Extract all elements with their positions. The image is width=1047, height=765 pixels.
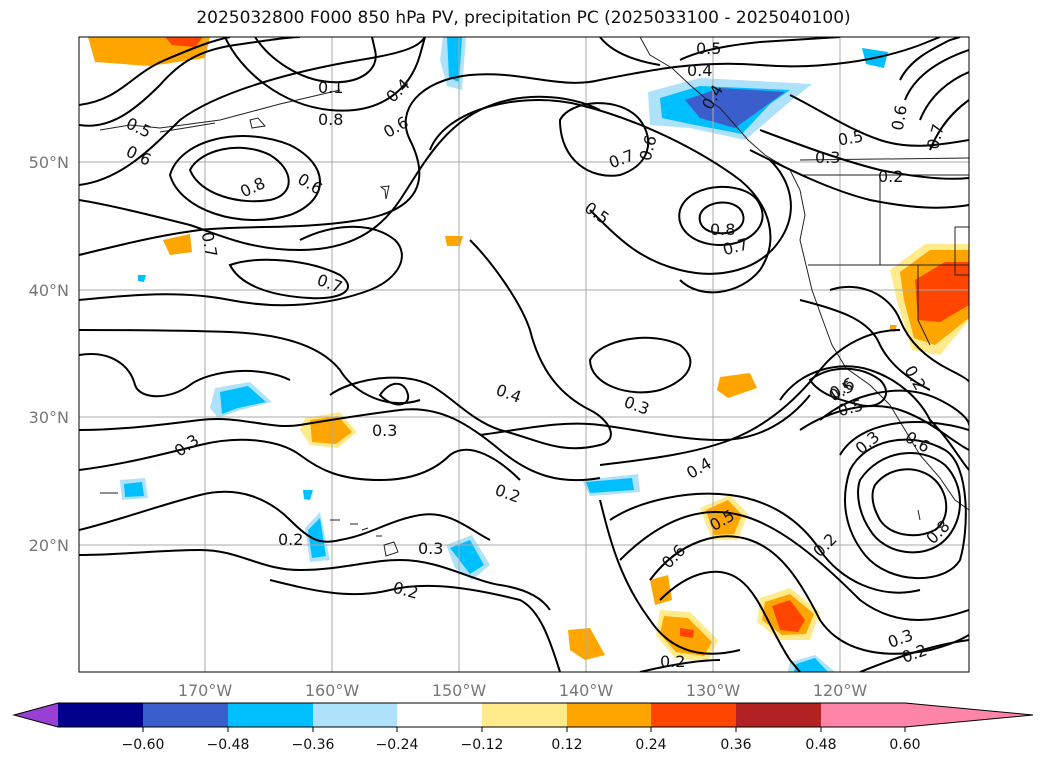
colorbar-segment xyxy=(482,703,567,727)
contour-label: 0.3 xyxy=(418,539,443,558)
contour-label: 0.8 xyxy=(710,220,735,239)
colorbar-segment xyxy=(313,703,397,727)
colorbar-tick: 0.60 xyxy=(889,737,920,753)
lon-label: 120°W xyxy=(813,681,868,700)
lon-label: 130°W xyxy=(686,681,741,700)
lon-labels: 170°W 160°W 150°W 140°W 130°W 120°W xyxy=(178,681,868,700)
lat-labels: 50°N 40°N 30°N 20°N xyxy=(29,153,69,555)
colorbar-tick: −0.48 xyxy=(207,737,250,753)
colorbar-segment xyxy=(58,703,143,727)
contour-label: 0.2 xyxy=(878,167,903,186)
contour-label: 0.7 xyxy=(198,230,221,258)
colorbar-tick: −0.60 xyxy=(122,737,165,753)
colorbar-segment xyxy=(567,703,651,727)
colorbar-tick: −0.12 xyxy=(461,737,504,753)
pv-contours xyxy=(79,37,969,672)
contour-label: 0.1 xyxy=(318,78,343,97)
colorbar-segment xyxy=(736,703,821,727)
map-title: 2025032800 F000 850 hPa PV, precipitatio… xyxy=(196,8,851,28)
plot-frame xyxy=(78,36,970,673)
colorbar-tick: 0.36 xyxy=(720,737,751,753)
colorbar-segment xyxy=(228,703,313,727)
contour-label: 0.5 xyxy=(696,39,721,58)
colorbar-extend-low xyxy=(14,703,58,727)
colorbar: −0.60 −0.48 −0.36 −0.24 −0.12 0.12 0.24 … xyxy=(12,702,1034,753)
lon-label: 160°W xyxy=(305,681,360,700)
colorbar-extend-high xyxy=(905,703,1033,727)
colorbar-tick: 0.24 xyxy=(635,737,666,753)
contour-label: 0.4 xyxy=(687,61,712,80)
lon-label: 170°W xyxy=(178,681,233,700)
plot-area: 0.5 0.4 0.7 0.6 0.8 0.1 0.6 0.4 0.8 0.6 … xyxy=(79,37,969,672)
colorbar-segment xyxy=(397,703,482,727)
lon-label: 140°W xyxy=(559,681,614,700)
contour-label: 0.5 xyxy=(836,126,864,149)
colorbar-segment xyxy=(651,703,736,727)
contour-label: 0.8 xyxy=(318,110,343,129)
contour-label: 0.3 xyxy=(372,421,397,440)
contour-label: 0.6 xyxy=(888,104,911,132)
lat-label: 50°N xyxy=(29,153,69,172)
lat-label: 30°N xyxy=(29,408,69,427)
lat-label: 20°N xyxy=(29,536,69,555)
colorbar-tick: −0.24 xyxy=(376,737,419,753)
colorbar-segment xyxy=(143,703,228,727)
contour-label: 0.2 xyxy=(278,530,303,549)
lat-label: 40°N xyxy=(29,281,69,300)
contour-label: 0.2 xyxy=(660,652,685,671)
lon-label: 150°W xyxy=(432,681,487,700)
colorbar-tick: 0.48 xyxy=(805,737,836,753)
colorbar-tick: 0.12 xyxy=(551,737,582,753)
colorbar-tick: −0.36 xyxy=(292,737,335,753)
precip-shading xyxy=(88,37,969,672)
contour-label: 0.3 xyxy=(815,148,840,167)
coastlines xyxy=(99,37,969,557)
colorbar-segment xyxy=(821,703,905,727)
